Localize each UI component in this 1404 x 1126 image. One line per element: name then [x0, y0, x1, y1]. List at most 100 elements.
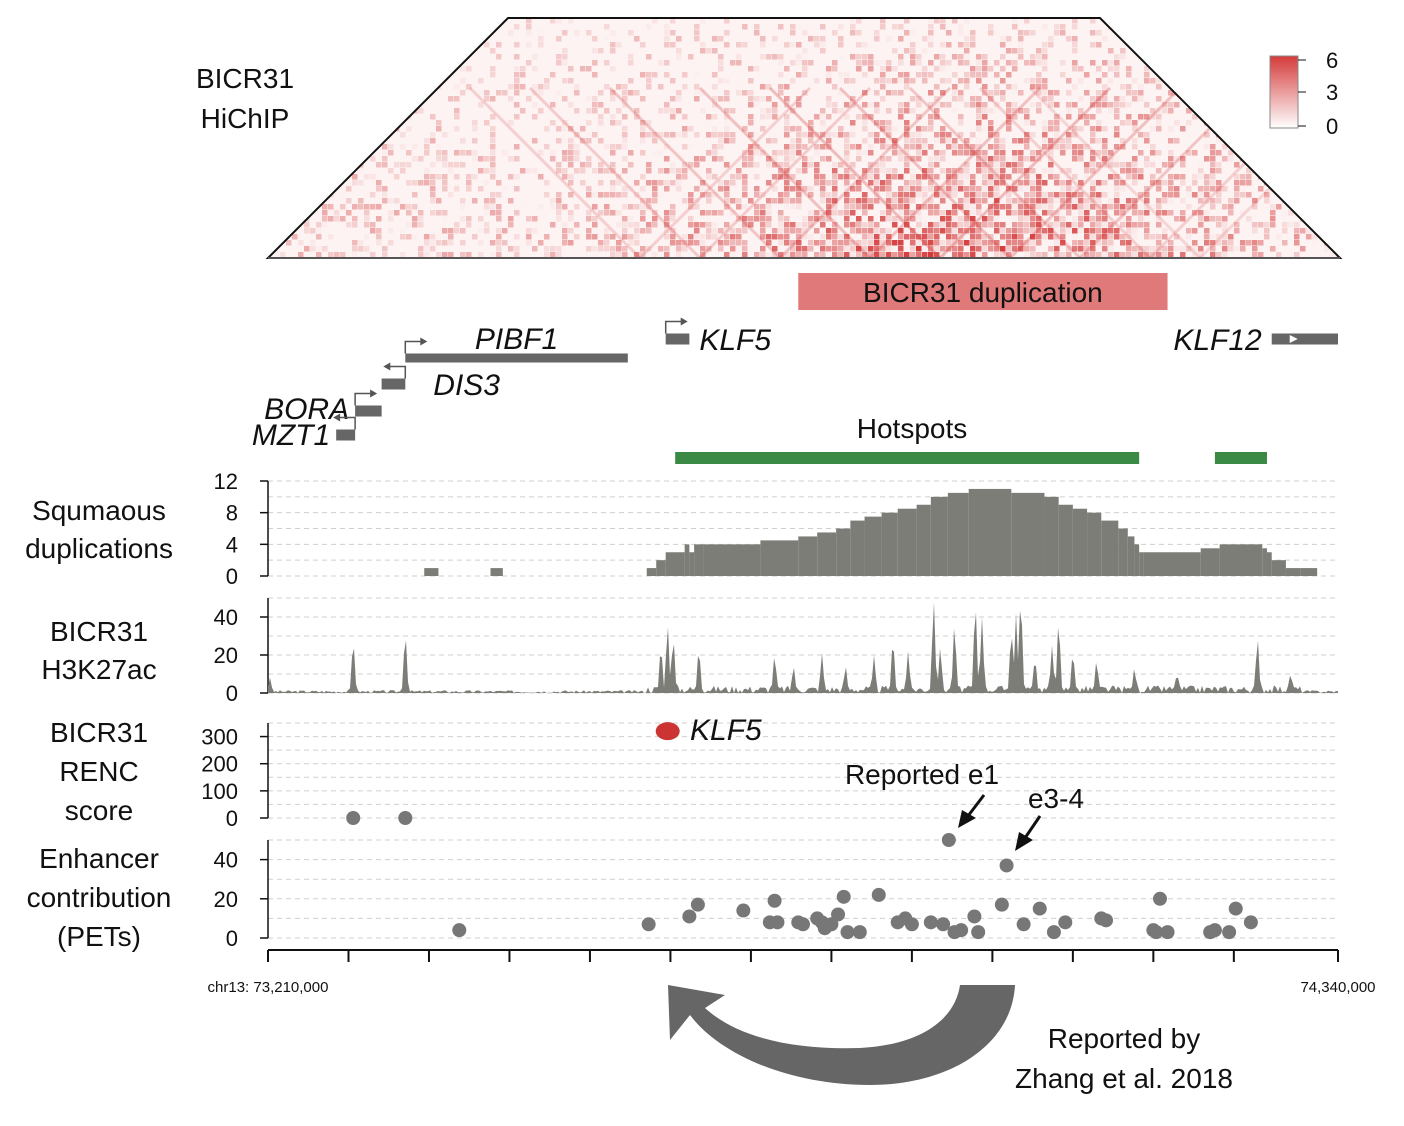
hichip-cell — [370, 222, 376, 228]
hichip-cell — [958, 54, 964, 60]
hichip-cell — [892, 240, 898, 246]
hichip-cell — [976, 162, 982, 168]
hichip-cell — [904, 156, 910, 162]
hichip-cell — [610, 66, 616, 72]
hichip-cell — [880, 78, 886, 84]
hichip-cell — [1336, 186, 1340, 192]
hichip-cell — [310, 18, 316, 24]
hichip-cell — [724, 96, 730, 102]
hichip-cell — [670, 180, 676, 186]
hichip-cell — [1252, 252, 1258, 258]
hichip-cell — [322, 192, 328, 198]
duplication-step — [1118, 528, 1128, 576]
hichip-cell — [1138, 150, 1144, 156]
hichip-cell — [856, 198, 862, 204]
hichip-cell — [1210, 252, 1216, 258]
hichip-cell — [694, 186, 700, 192]
hichip-cell — [724, 108, 730, 114]
hichip-cell — [706, 132, 712, 138]
hichip-cell — [1096, 108, 1102, 114]
pets-point — [871, 887, 886, 902]
hichip-cell — [556, 54, 562, 60]
hichip-cell — [916, 150, 922, 156]
hichip-cell — [850, 222, 856, 228]
hichip-cell — [490, 72, 496, 78]
hichip-cell — [1240, 72, 1246, 78]
hichip-cell — [820, 120, 826, 126]
hichip-cell — [1108, 96, 1114, 102]
hichip-cell — [298, 252, 304, 258]
hichip-cell — [892, 198, 898, 204]
pets-point — [736, 903, 751, 918]
hichip-cell — [1036, 72, 1042, 78]
hichip-cell — [1156, 210, 1162, 216]
pets-point — [767, 893, 782, 908]
hichip-cell — [952, 174, 958, 180]
hichip-cell — [448, 240, 454, 246]
hichip-cell — [1258, 186, 1264, 192]
hichip-cell — [1144, 66, 1150, 72]
hichip-cell — [724, 42, 730, 48]
hichip-cell — [340, 216, 346, 222]
hichip-cell — [634, 36, 640, 42]
hichip-cell — [934, 210, 940, 216]
hichip-cell — [796, 102, 802, 108]
hichip-cell — [640, 42, 646, 48]
hichip-cell — [1048, 168, 1054, 174]
hichip-cell — [940, 156, 946, 162]
hichip-cell — [1090, 138, 1096, 144]
hichip-cell — [448, 54, 454, 60]
hichip-cell — [982, 174, 988, 180]
hichip-cell — [1282, 18, 1288, 24]
hichip-cell — [490, 24, 496, 30]
hichip-cell — [940, 168, 946, 174]
duplication-step — [916, 504, 931, 576]
hichip-cell — [496, 90, 502, 96]
hichip-cell — [952, 228, 958, 234]
hichip-cell — [1000, 138, 1006, 144]
hichip-cell — [820, 42, 826, 48]
hichip-cell — [478, 186, 484, 192]
hichip-cell — [616, 36, 622, 42]
hichip-cell — [562, 168, 568, 174]
hichip-cell — [904, 204, 910, 210]
hichip-cell — [442, 162, 448, 168]
hichip-cell — [1018, 210, 1024, 216]
hichip-cell — [1204, 108, 1210, 114]
hichip-cell — [1210, 168, 1216, 174]
hichip-cell — [340, 192, 346, 198]
hichip-cell — [496, 192, 502, 198]
hichip-cell — [1264, 222, 1270, 228]
e3-4-arrow — [1015, 815, 1042, 851]
hichip-cell — [820, 234, 826, 240]
hichip-cell — [676, 186, 682, 192]
hichip-cell — [778, 234, 784, 240]
hichip-cell — [940, 228, 946, 234]
hichip-cell — [1090, 132, 1096, 138]
hichip-cell — [754, 186, 760, 192]
hichip-cell — [310, 120, 316, 126]
hichip-cell — [1090, 18, 1096, 24]
hichip-cell — [568, 144, 574, 150]
hichip-cell — [892, 216, 898, 222]
hichip-cell — [460, 66, 466, 72]
hichip-cell — [1336, 216, 1340, 222]
hichip-cell — [1102, 150, 1108, 156]
hichip-cell — [1000, 144, 1006, 150]
hichip-cell — [790, 156, 796, 162]
hichip-cell — [1042, 168, 1048, 174]
hichip-cell — [976, 108, 982, 114]
tss-arrowhead-icon — [420, 337, 428, 346]
hichip-cell — [1228, 150, 1234, 156]
hichip-cell — [1084, 120, 1090, 126]
hichip-cell — [622, 132, 628, 138]
hichip-cell — [460, 204, 466, 210]
hichip-cell — [1024, 18, 1030, 24]
hichip-cell — [766, 252, 772, 258]
hichip-cell — [844, 156, 850, 162]
hichip-cell — [292, 234, 298, 240]
hichip-cell — [646, 204, 652, 210]
hichip-cell — [916, 174, 922, 180]
hichip-cell — [892, 126, 898, 132]
